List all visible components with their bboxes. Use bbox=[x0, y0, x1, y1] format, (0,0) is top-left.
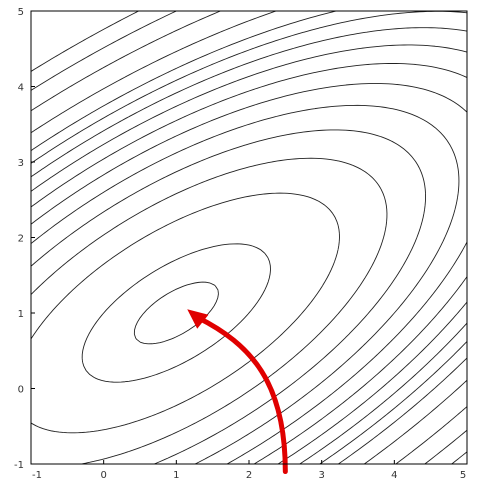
y-tick-label-2: 1 bbox=[18, 309, 24, 320]
contour-level-5 bbox=[31, 104, 460, 464]
x-tick-label-4: 3 bbox=[318, 470, 324, 481]
arrow-head bbox=[187, 309, 209, 329]
x-tick-label-3: 2 bbox=[246, 470, 252, 481]
y-tick-label-0: -1 bbox=[14, 460, 24, 471]
contour-level-2 bbox=[31, 192, 340, 434]
y-axis: -1 0 1 2 3 4 5 bbox=[14, 7, 35, 471]
y-tick-label-5: 4 bbox=[18, 83, 24, 94]
x-axis: -1 0 1 2 3 4 5 bbox=[30, 460, 468, 481]
x-tick-label-1: 0 bbox=[100, 470, 106, 481]
y-tick-label-4: 3 bbox=[18, 158, 24, 169]
contour-level-15 bbox=[31, 11, 467, 464]
contour-level-14 bbox=[31, 11, 467, 464]
contour-level-9 bbox=[31, 27, 467, 464]
x-tick-label-6: 5 bbox=[460, 470, 466, 481]
contour-level-11 bbox=[31, 11, 467, 464]
y-tick-label-3: 2 bbox=[18, 234, 24, 245]
plot-frame bbox=[30, 10, 468, 465]
contour-lines bbox=[31, 11, 467, 464]
y-tick-label-6: 5 bbox=[18, 7, 24, 18]
contour-level-12 bbox=[31, 11, 467, 464]
contour-level-8 bbox=[31, 44, 467, 464]
contour-level-3 bbox=[31, 157, 388, 464]
contour-level-6 bbox=[31, 83, 467, 464]
y-tick-label-1: 0 bbox=[18, 385, 24, 396]
contour-level-0 bbox=[133, 281, 219, 345]
contour-level-10 bbox=[31, 11, 467, 464]
arrow-shaft bbox=[194, 314, 288, 475]
x-tick-label-0: -1 bbox=[32, 470, 42, 481]
arrow-annotation bbox=[187, 309, 288, 475]
x-tick-label-5: 4 bbox=[391, 470, 397, 481]
x-tick-label-2: 1 bbox=[173, 470, 179, 481]
contour-level-4 bbox=[31, 129, 427, 464]
contour-level-1 bbox=[81, 243, 271, 383]
contour-level-7 bbox=[31, 63, 467, 464]
contour-level-13 bbox=[31, 11, 467, 464]
